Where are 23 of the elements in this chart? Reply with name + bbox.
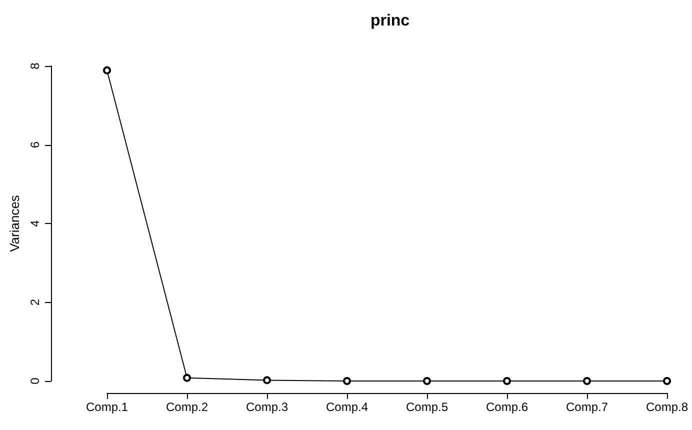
y-tick-label: 0	[28, 377, 42, 384]
x-tick-label: Comp.4	[326, 400, 368, 414]
point	[583, 377, 591, 385]
y-tick-label: 6	[28, 141, 42, 148]
x-tick-label: Comp.3	[246, 400, 288, 414]
point	[423, 377, 431, 385]
chart-title: princ	[370, 12, 410, 30]
point	[263, 376, 271, 384]
point	[503, 377, 511, 385]
x-tick-label: Comp.1	[86, 400, 128, 414]
x-tick-label: Comp.2	[166, 400, 208, 414]
x-tick-label: Comp.8	[646, 400, 688, 414]
x-tick-label: Comp.5	[406, 400, 448, 414]
y-tick-label: 2	[28, 298, 42, 306]
x-tick-label: Comp.7	[566, 400, 608, 414]
point	[103, 66, 111, 74]
point	[343, 377, 351, 385]
y-tick-label: 8	[28, 62, 42, 70]
point	[183, 374, 191, 382]
y-axis-title: Variances	[7, 194, 22, 252]
point	[663, 377, 671, 385]
y-tick-label: 4	[28, 220, 42, 227]
x-tick-label: Comp.6	[486, 400, 528, 414]
